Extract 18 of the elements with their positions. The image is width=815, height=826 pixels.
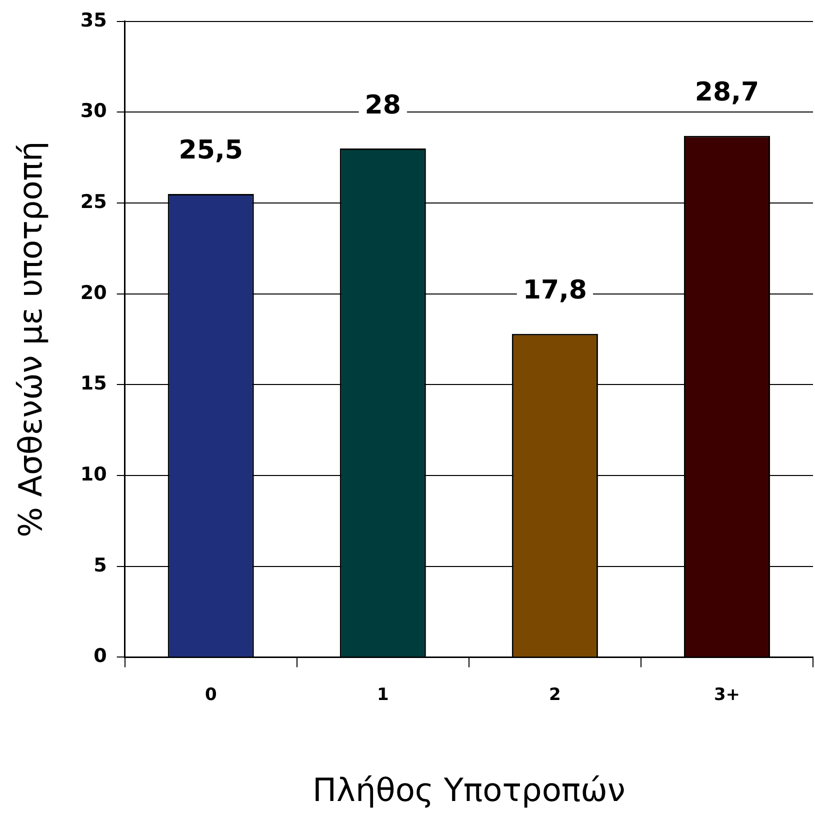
x-axis-title: Πλήθος Υποτροπών [312, 771, 626, 810]
x-tick-label: 0 [204, 684, 217, 705]
x-tick-label: 3+ [714, 684, 740, 705]
y-tick-label: 5 [94, 554, 107, 576]
data-label: 28,7 [694, 78, 760, 108]
y-tick-label: 30 [80, 100, 107, 122]
x-tick-label: 1 [376, 684, 389, 705]
y-tick-label: 15 [80, 372, 107, 395]
y-tick-label: 35 [80, 9, 107, 32]
y-axis-title: % Ασθενών με υποτροπή [12, 141, 50, 538]
data-label: 28 [364, 90, 401, 120]
y-tick-label: 0 [94, 645, 107, 668]
y-tick-label: 25 [80, 190, 107, 213]
data-label: 17,8 [522, 276, 588, 306]
y-tick-label: 10 [80, 463, 107, 486]
data-label: 25,5 [178, 136, 243, 166]
y-tick-label: 20 [80, 282, 107, 304]
x-tick-label: 2 [549, 684, 561, 705]
